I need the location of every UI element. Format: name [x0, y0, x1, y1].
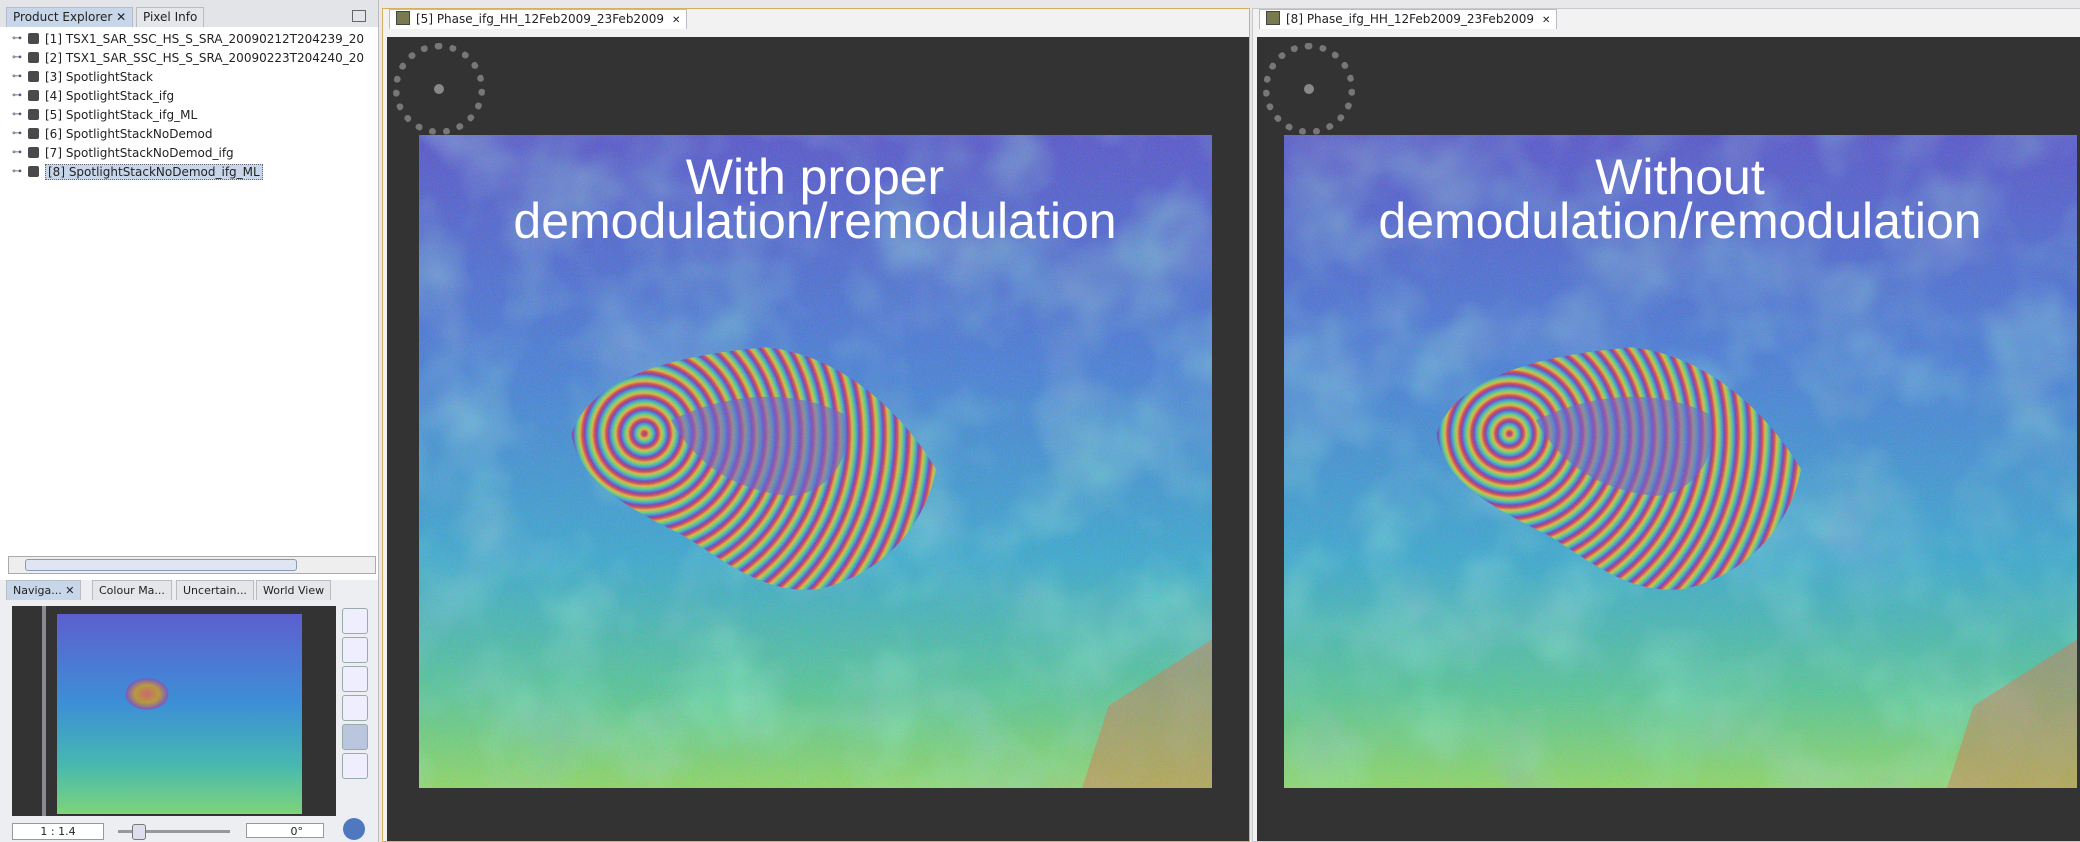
product-icon — [28, 90, 39, 101]
close-icon: ✕ — [672, 15, 680, 26]
view-tab[interactable]: [8] Phase_ifg_HH_12Feb2009_23Feb2009 ✕ — [1259, 9, 1557, 29]
tab[interactable]: Pixel Info — [136, 7, 204, 27]
expand-icon: ⊶ — [12, 49, 22, 67]
pan-control[interactable] — [1263, 43, 1355, 135]
zoom-out-button[interactable] — [342, 637, 368, 663]
tree-item[interactable]: ⊶ [7] SpotlightStackNoDemod_ifg — [12, 144, 234, 162]
navigation-thumbnail — [57, 614, 302, 814]
tree-item[interactable]: ⊶ [1] TSX1_SAR_SSC_HS_S_SRA_20090212T2042… — [12, 30, 364, 48]
product-icon — [28, 109, 39, 120]
expand-icon: ⊶ — [12, 87, 22, 105]
expand-icon: ⊶ — [12, 163, 22, 181]
help-button[interactable] — [343, 818, 365, 840]
expand-icon: ⊶ — [12, 68, 22, 86]
tree-item[interactable]: ⊶ [5] SpotlightStack_ifg_ML — [12, 106, 197, 124]
tab-label: Product Explorer — [13, 10, 112, 24]
image-view: [5] Phase_ifg_HH_12Feb2009_23Feb2009 ✕ Wi… — [382, 8, 1250, 842]
expand-icon: ⊶ — [12, 106, 22, 124]
view-tab-label: [5] Phase_ifg_HH_12Feb2009_23Feb2009 — [416, 12, 664, 26]
close-icon: ✕ — [62, 584, 75, 597]
scrollbar[interactable] — [8, 556, 376, 574]
rotation-field[interactable]: 0° — [246, 823, 324, 838]
tab-label: Colour Ma... — [99, 584, 165, 597]
expand-icon: ⊶ — [12, 144, 22, 162]
pan-control[interactable] — [393, 43, 485, 135]
expand-icon: ⊶ — [12, 125, 22, 143]
overlay-line: demodulation/remodulation — [513, 199, 1116, 243]
product-name: [2] TSX1_SAR_SSC_HS_S_SRA_20090223T20424… — [45, 51, 364, 65]
tool-window: Naviga... ✕ Colour Ma... Uncertain... World… — [0, 580, 379, 842]
product-icon — [28, 147, 39, 158]
product-icon — [28, 52, 39, 63]
product-name: [8] SpotlightStackNoDemod_ifg_ML — [45, 164, 263, 180]
product-icon — [28, 166, 39, 177]
tab[interactable]: Product Explorer ✕ — [6, 7, 133, 27]
view-icon — [396, 11, 410, 25]
minimize-button[interactable] — [352, 10, 366, 22]
product-name: [1] TSX1_SAR_SSC_HS_S_SRA_20090212T20423… — [45, 32, 364, 46]
zoom-slider[interactable] — [118, 830, 230, 833]
tab-label: Naviga... — [13, 584, 62, 597]
tree-item[interactable]: ⊶ [2] TSX1_SAR_SSC_HS_S_SRA_20090223T2042… — [12, 49, 364, 67]
zoom-pixel-button[interactable] — [342, 666, 368, 692]
scroll-thumb[interactable] — [25, 559, 297, 571]
product-name: [3] SpotlightStack — [45, 70, 153, 84]
pan-center — [434, 84, 444, 94]
product-icon — [28, 33, 39, 44]
view-tab-label: [8] Phase_ifg_HH_12Feb2009_23Feb2009 — [1286, 12, 1534, 26]
tab[interactable]: World View — [256, 580, 331, 600]
product-icon — [28, 128, 39, 139]
app-window: Product Explorer ✕ Pixel Info ⊶ [1] TSX1_… — [0, 0, 2080, 842]
navigation-view — [12, 606, 336, 816]
zoom-all-button[interactable] — [342, 695, 368, 721]
viewport-edge — [42, 606, 46, 816]
tree-item[interactable]: ⊶ [4] SpotlightStack_ifg — [12, 87, 174, 105]
slider-thumb[interactable] — [132, 824, 146, 840]
product-explorer: Product Explorer ✕ Pixel Info ⊶ [1] TSX1_… — [0, 0, 379, 580]
tab-label: Uncertain... — [183, 584, 247, 597]
tab[interactable]: Uncertain... — [176, 580, 254, 600]
product-icon — [28, 71, 39, 82]
view-tab[interactable]: [5] Phase_ifg_HH_12Feb2009_23Feb2009 ✕ — [389, 9, 687, 29]
pan-center — [1304, 84, 1314, 94]
product-name: [5] SpotlightStack_ifg_ML — [45, 108, 197, 122]
sync-cursor-button[interactable] — [342, 753, 368, 779]
close-icon: ✕ — [1542, 15, 1550, 26]
product-name: [6] SpotlightStackNoDemod — [45, 127, 213, 141]
expand-icon: ⊶ — [12, 30, 22, 48]
sync-views-button[interactable] — [342, 724, 368, 750]
tab-label: World View — [263, 584, 324, 597]
tree-item[interactable]: ⊶ [3] SpotlightStack — [12, 68, 153, 86]
product-name: [4] SpotlightStack_ifg — [45, 89, 174, 103]
view-icon — [1266, 11, 1280, 25]
tab[interactable]: Naviga... ✕ — [6, 580, 81, 600]
tree-item[interactable]: ⊶ [8] SpotlightStackNoDemod_ifg_ML — [12, 163, 263, 181]
overlay-line: demodulation/remodulation — [1378, 199, 1981, 243]
product-name: [7] SpotlightStackNoDemod_ifg — [45, 146, 234, 160]
zoom-in-button[interactable] — [342, 608, 368, 634]
tab[interactable]: Colour Ma... — [92, 580, 172, 600]
tree-item[interactable]: ⊶ [6] SpotlightStackNoDemod — [12, 125, 213, 143]
zoom-field[interactable]: 1 : 1.4 — [12, 823, 104, 840]
image-view: [8] Phase_ifg_HH_12Feb2009_23Feb2009 ✕ Wi… — [1252, 8, 2080, 842]
